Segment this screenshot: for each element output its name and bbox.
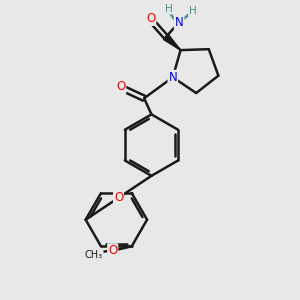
Text: O: O xyxy=(146,12,155,25)
Text: H: H xyxy=(165,4,173,14)
Text: CH₃: CH₃ xyxy=(85,250,103,260)
Text: H: H xyxy=(189,6,197,16)
Text: O: O xyxy=(116,80,125,93)
Text: O: O xyxy=(108,244,117,257)
Text: N: N xyxy=(175,16,184,29)
Text: O: O xyxy=(114,191,123,204)
Text: N: N xyxy=(168,71,177,84)
Polygon shape xyxy=(164,34,181,50)
